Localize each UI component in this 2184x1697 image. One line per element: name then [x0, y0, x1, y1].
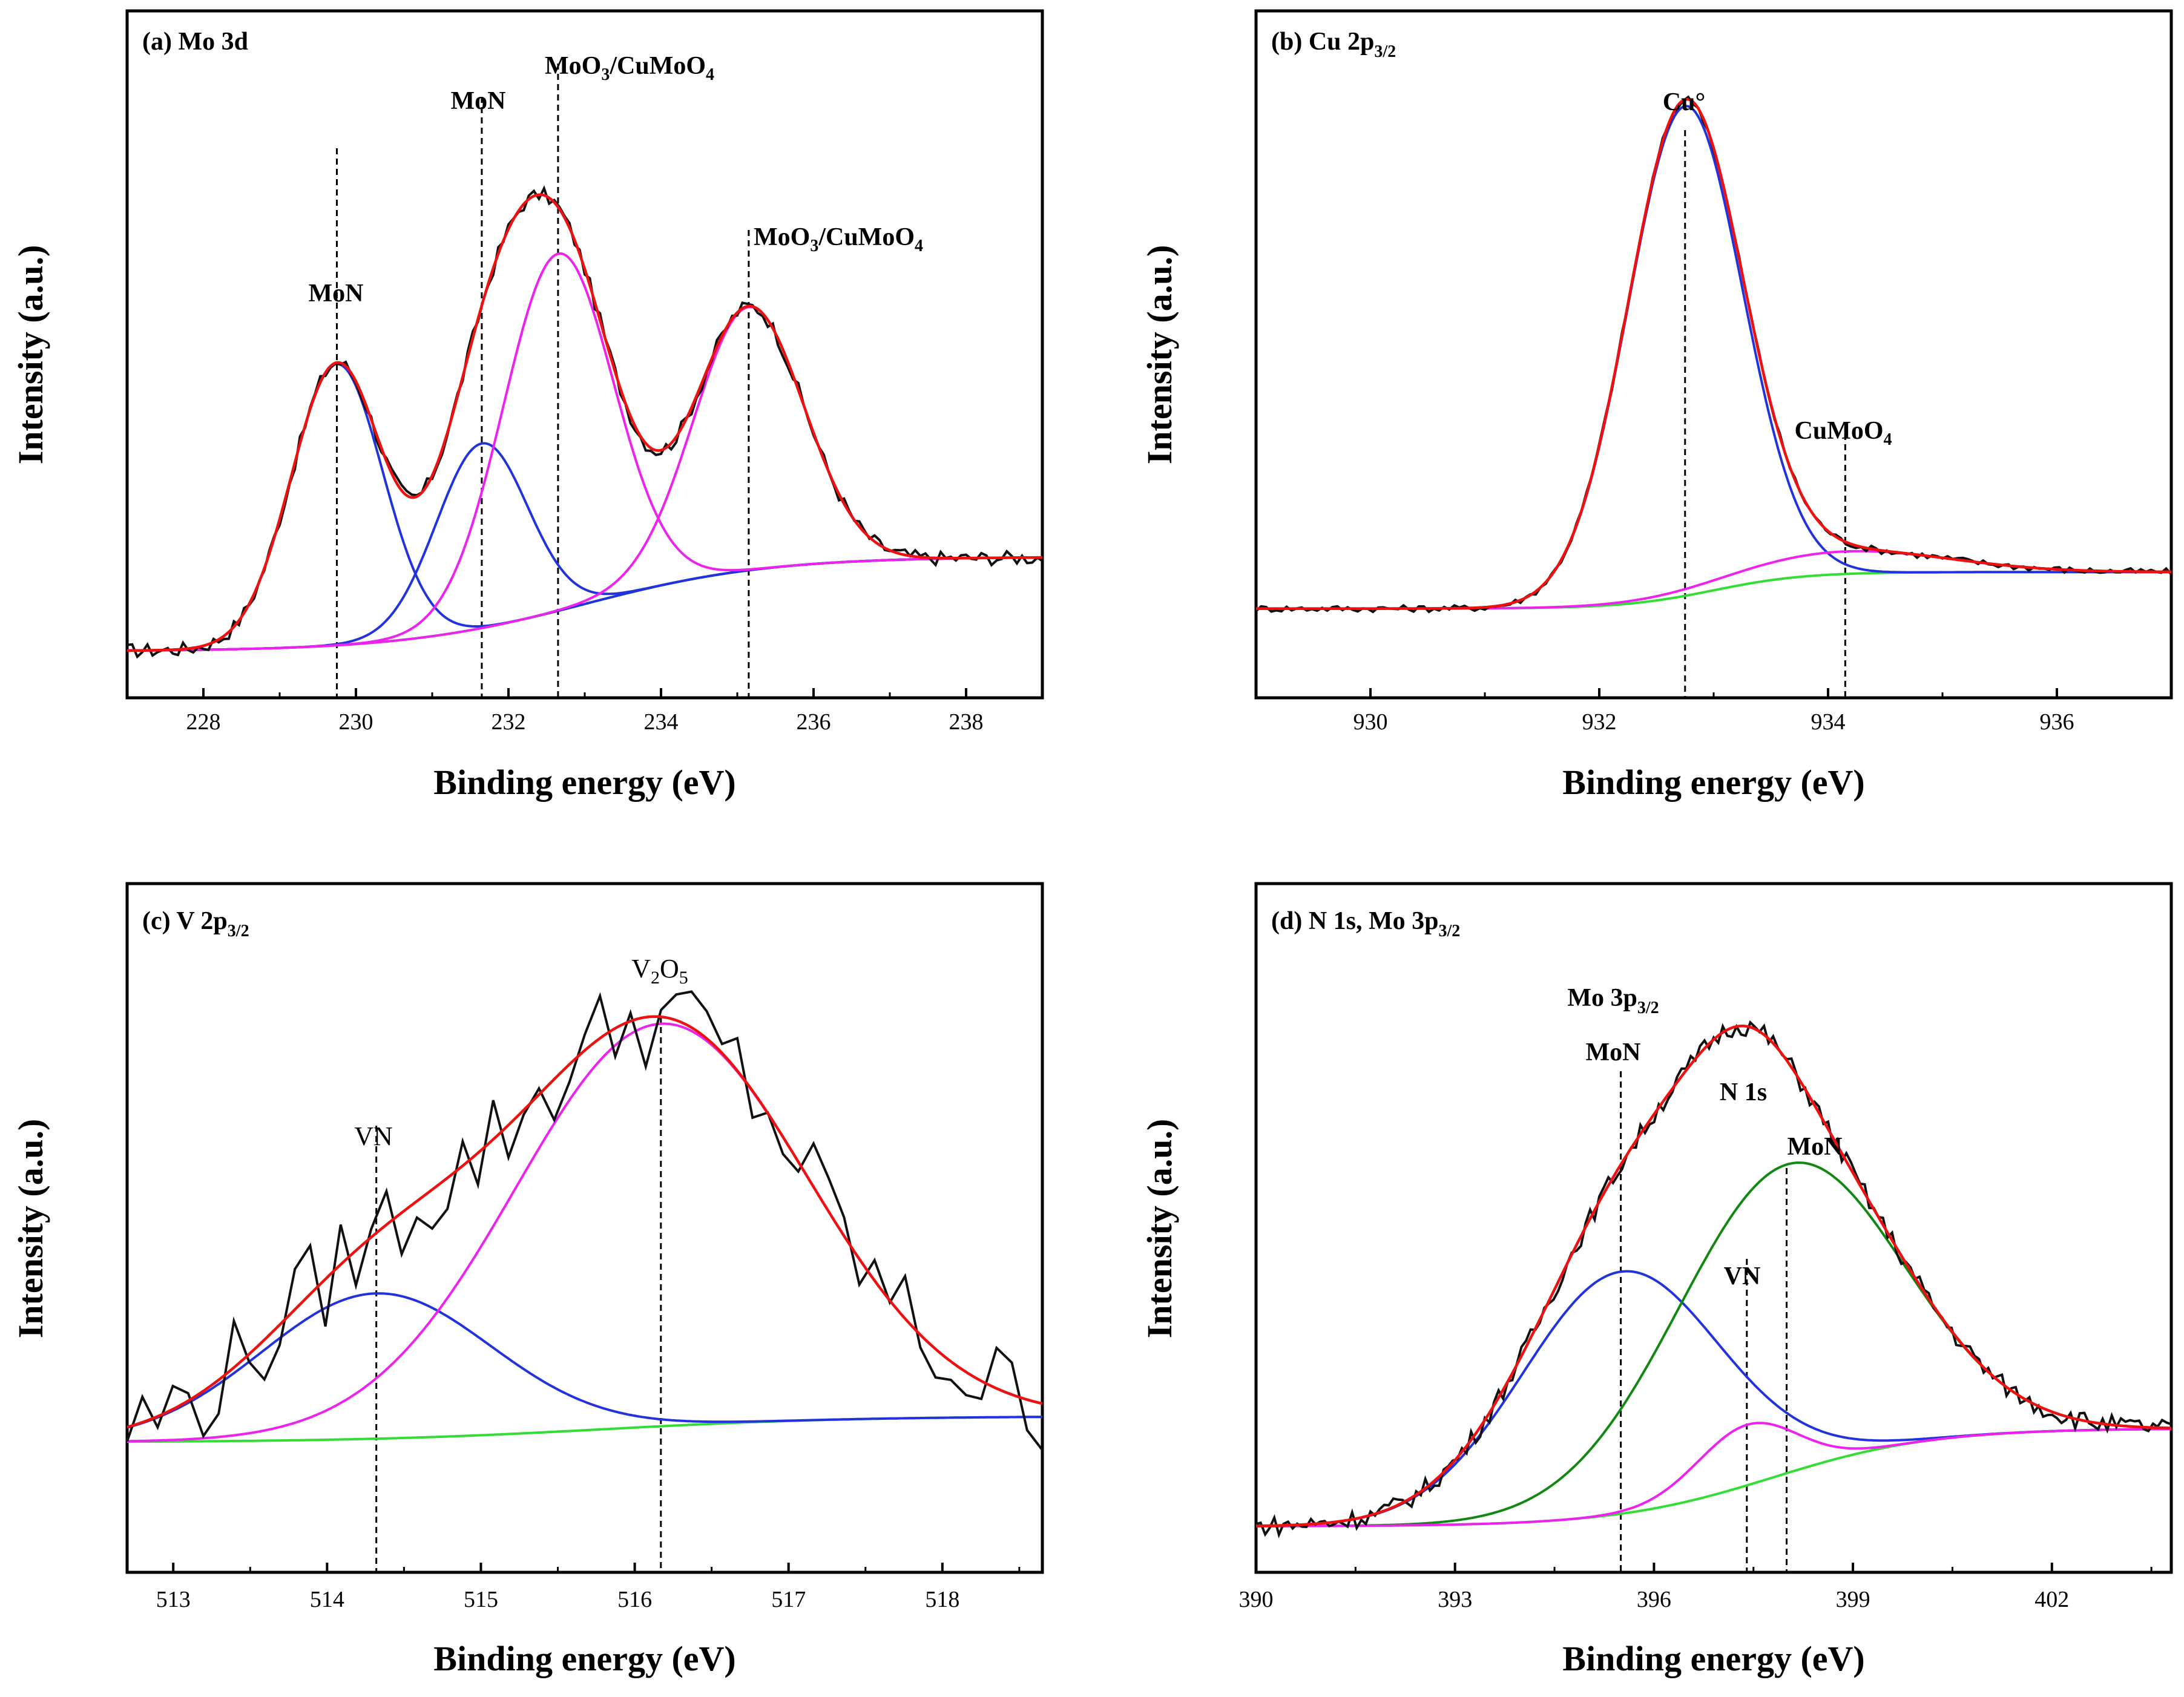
panel-a-xlabel: Binding energy (eV)	[433, 763, 735, 802]
series-component	[127, 306, 1043, 652]
x-tick-label: 518	[925, 1587, 959, 1612]
panel-d-curves	[1255, 1020, 2172, 1572]
series-component	[1255, 1422, 2171, 1528]
x-tick-label: 232	[492, 709, 526, 735]
panel-b-title: (b) Cu 2p3/2	[1271, 28, 1396, 61]
series-component	[127, 1292, 1042, 1429]
panel-d-ylabel: Intensity (a.u.)	[1140, 1119, 1179, 1339]
series-component	[127, 252, 1043, 652]
annotation-mo3p: Mo 3p3/2	[1567, 984, 1659, 1017]
series-component	[1255, 1270, 2171, 1528]
panel-d-xlabel: Binding energy (eV)	[1562, 1639, 1864, 1678]
panel-c-frame	[125, 882, 1044, 1574]
series-component	[1256, 1161, 2172, 1528]
x-tick-label: 393	[1438, 1587, 1472, 1612]
annotation-n1s: N 1s	[1720, 1078, 1767, 1106]
panel-d-ticks: 390 393 396 399 402	[1239, 1563, 2153, 1612]
annotation-cumoo4: CuMoO4	[1795, 417, 1892, 449]
x-tick-label: 930	[1353, 709, 1388, 735]
panel-b-ticks: 930 932 934 936	[1255, 688, 2172, 735]
panel-b-xlabel: Binding energy (eV)	[1562, 763, 1864, 802]
panel-c: 513 514 515 516 517 518 (c) V 2p3/2 VN V2O5 B…	[11, 882, 1044, 1678]
annotation-mon-2: MoN	[451, 87, 506, 115]
series-raw-data	[1255, 95, 2172, 614]
panel-d: 390 393 396 399 402 (d) N 1s, Mo 3p3/2 Mo 3p…	[1140, 882, 2173, 1678]
x-tick-label: 402	[2034, 1587, 2069, 1612]
panel-a-ticks: 228 230 232 234 236 238	[126, 688, 1044, 735]
panel-a-title: (a) Mo 3d	[142, 28, 248, 56]
series-envelope-fit	[127, 1015, 1043, 1429]
series-raw-data	[127, 185, 1044, 659]
series-envelope-fit	[127, 193, 1043, 652]
series-component	[127, 363, 1043, 652]
series-raw-data	[1255, 1020, 2172, 1538]
panel-a-ylabel: Intensity (a.u.)	[11, 245, 50, 465]
series-background	[127, 1416, 1042, 1443]
annotation-cu0: Cu°	[1663, 88, 1706, 116]
x-tick-label: 936	[2040, 709, 2074, 735]
panel-d-title: (d) N 1s, Mo 3p3/2	[1271, 907, 1460, 940]
series-background	[1256, 571, 2171, 610]
annotation-v2o5: V2O5	[631, 954, 688, 988]
x-tick-label: 514	[310, 1587, 344, 1612]
annotation-d-vn: VN	[1724, 1262, 1761, 1290]
series-background	[1255, 1428, 2171, 1528]
x-tick-label: 517	[771, 1587, 806, 1612]
series-envelope-fit	[1255, 1024, 2172, 1528]
annotation-vn: VN	[354, 1121, 393, 1151]
panel-a-frame	[125, 9, 1044, 700]
panel-b: 930 932 934 936 (b) Cu 2p3/2 Cu° CuMoO4 Bin…	[1140, 9, 2173, 802]
x-tick-label: 390	[1239, 1587, 1274, 1612]
x-tick-label: 236	[797, 709, 831, 735]
annotation-moo3-2: MoO3/CuMoO4	[754, 223, 923, 255]
panel-a-title-main: (a) Mo 3d	[142, 28, 248, 56]
series-component	[127, 442, 1043, 652]
annotation-d-mon-1: MoN	[1586, 1039, 1641, 1066]
x-tick-label: 234	[644, 709, 679, 735]
annotation-mon-1: MoN	[309, 280, 364, 307]
panel-c-ylabel: Intensity (a.u.)	[11, 1119, 50, 1339]
annotation-d-mon-2: MoN	[1788, 1133, 1843, 1161]
x-tick-label: 228	[186, 709, 221, 735]
panel-c-curves	[126, 990, 1044, 1572]
x-tick-label: 396	[1637, 1587, 1671, 1612]
x-tick-label: 516	[617, 1587, 652, 1612]
series-component	[1256, 550, 2171, 610]
x-tick-label: 515	[464, 1587, 498, 1612]
panel-b-frame	[1254, 9, 2173, 700]
x-tick-label: 238	[949, 709, 984, 735]
panel-c-ticks: 513 514 515 516 517 518	[156, 1563, 1021, 1612]
panel-b-ylabel: Intensity (a.u.)	[1140, 245, 1179, 465]
x-tick-label: 399	[1836, 1587, 1870, 1612]
series-envelope-fit	[1256, 97, 2171, 610]
series-component	[1256, 105, 2171, 610]
panel-c-xlabel: Binding energy (eV)	[433, 1639, 735, 1678]
x-tick-label: 513	[156, 1587, 191, 1612]
annotation-moo3-1: MoO3/CuMoO4	[545, 52, 714, 84]
panel-b-curves	[1255, 95, 2172, 698]
x-tick-label: 934	[1811, 709, 1846, 735]
x-tick-label: 932	[1582, 709, 1617, 735]
panel-a: 228 230 232 234 236 238 (a) Mo 3d MoN MoN MoO…	[11, 9, 1044, 802]
panel-a-curves	[127, 64, 1044, 698]
panel-c-title: (c) V 2p3/2	[142, 907, 249, 940]
panel-d-frame	[1254, 882, 2173, 1574]
series-raw-data	[126, 990, 1044, 1451]
x-tick-label: 230	[339, 709, 373, 735]
